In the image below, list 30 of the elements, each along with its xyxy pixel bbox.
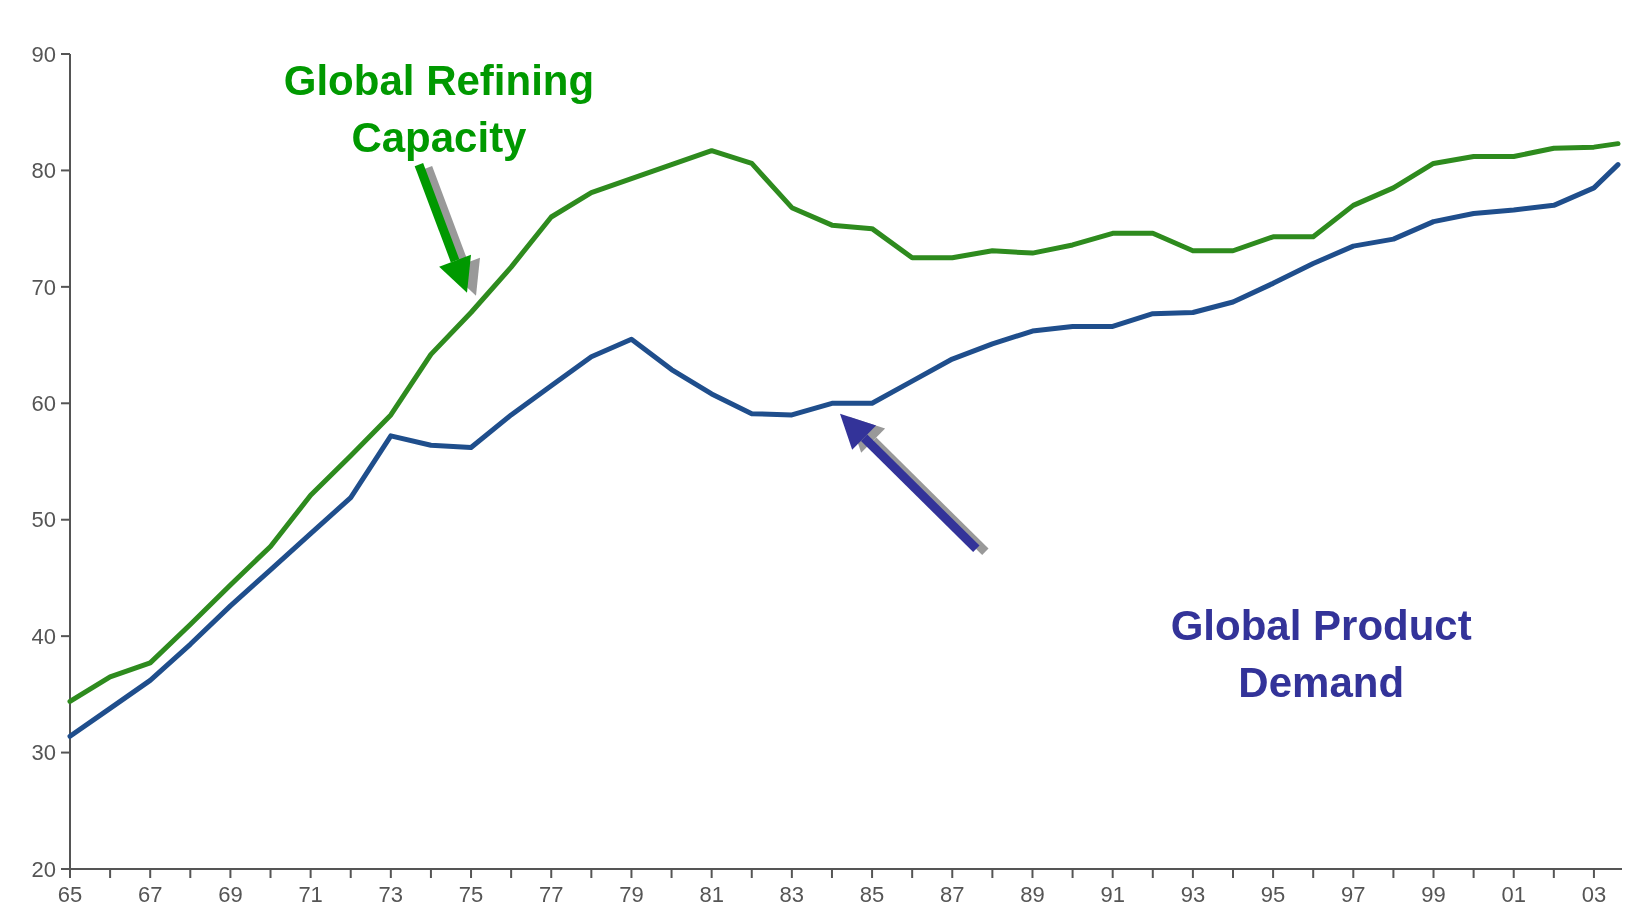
y-tick-label: 50 [31,507,56,533]
x-tick-label: 71 [298,882,323,907]
x-tick-label: 99 [1421,882,1446,907]
series-label: Global Refining Capacity [283,56,595,161]
x-tick-label: 85 [859,882,885,907]
x-tick-label: 75 [458,882,484,907]
x-tick-label: 01 [1501,882,1526,907]
x-tick-label: 87 [940,882,965,907]
y-tick-label: 30 [31,740,56,766]
x-tick-label: 83 [779,882,805,907]
x-tick-label: 77 [539,882,564,907]
y-tick-label: 80 [31,158,56,184]
y-tick-label: 20 [31,856,56,882]
x-tick-label: 93 [1180,882,1206,907]
x-tick-label: 03 [1581,882,1607,907]
x-tick-label: 73 [378,882,404,907]
x-tick-label: 89 [1020,882,1045,907]
x-tick-label: 95 [1260,882,1286,907]
x-tick-label: 67 [137,882,163,907]
text: Global Product Demand [1170,601,1472,706]
x-tick-label: 79 [619,882,644,907]
y-tick-label: 90 [31,41,56,67]
y-tick-label: 60 [31,390,56,416]
x-tick-label: 97 [1341,882,1366,907]
y-tick-label: 40 [31,623,56,649]
x-tick-label: 65 [57,882,83,907]
x-tick-label: 81 [699,882,724,907]
y-tick-label: 70 [31,274,56,300]
x-tick-label: 91 [1100,882,1125,907]
x-tick-label: 69 [218,882,243,907]
